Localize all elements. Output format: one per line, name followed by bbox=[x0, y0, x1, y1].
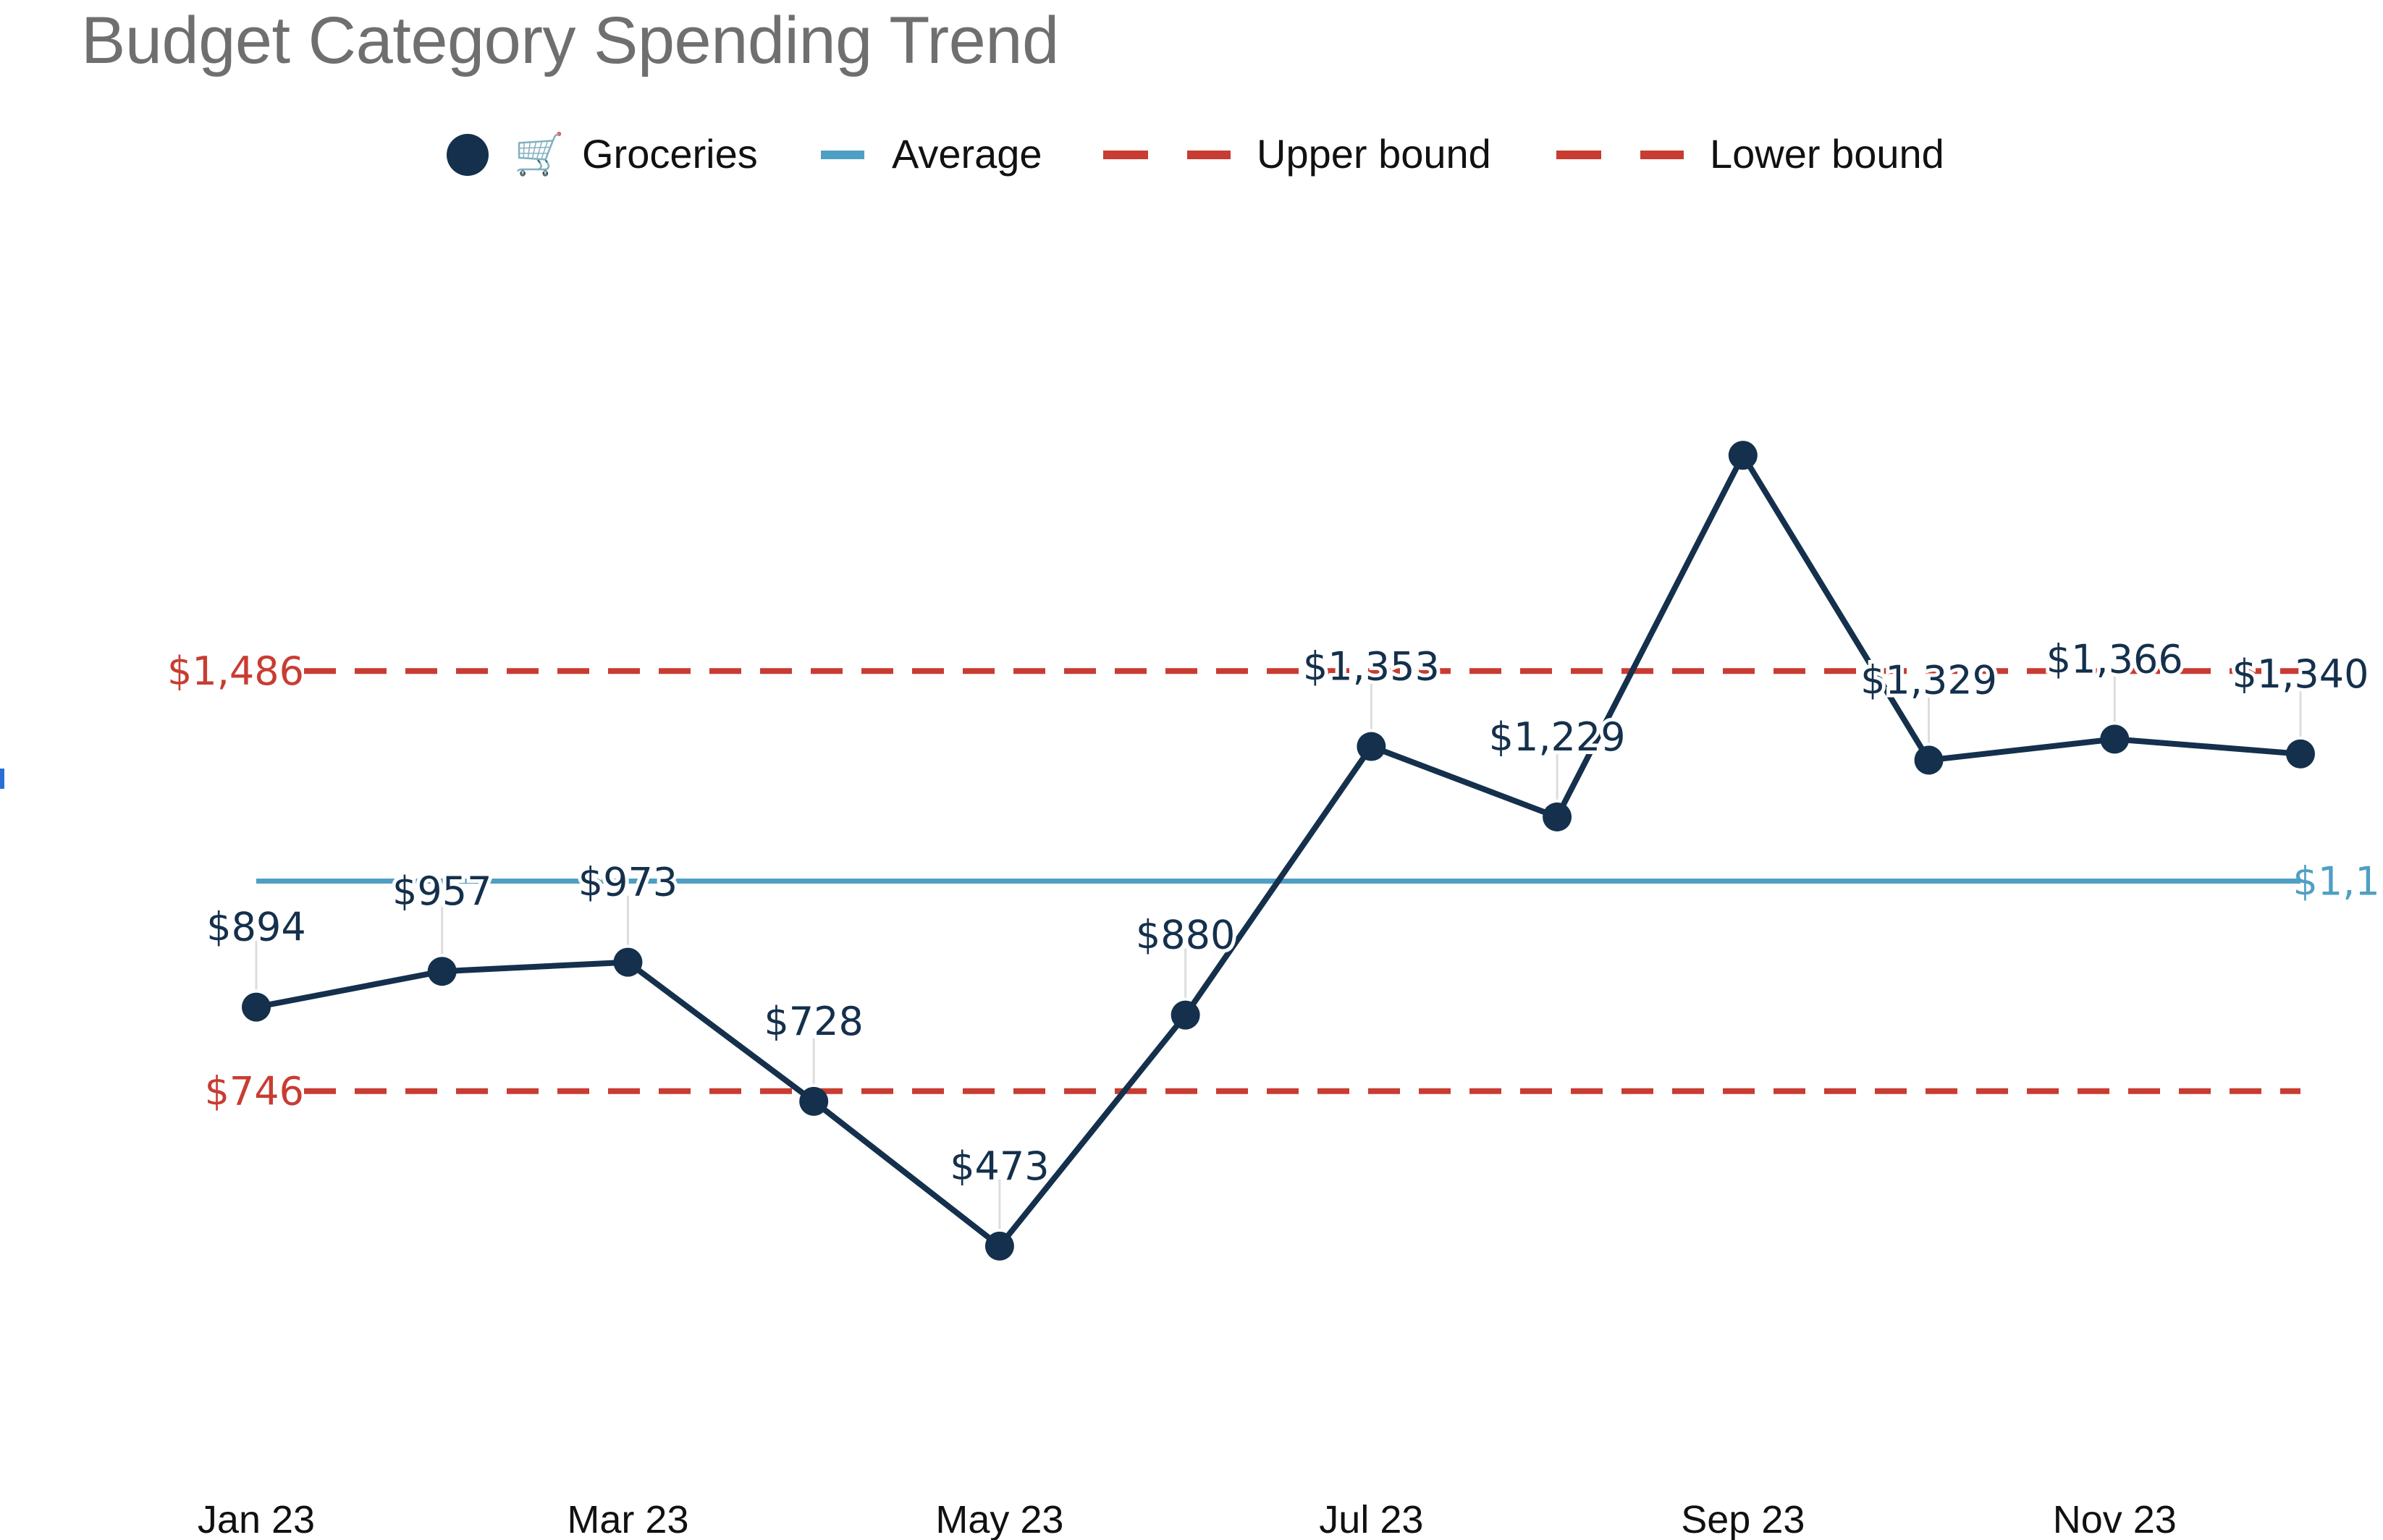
x-tick-sep-23: Sep 23 bbox=[1681, 1498, 1805, 1540]
left-edge-marker bbox=[0, 769, 4, 789]
groceries-point-mar-23 bbox=[613, 947, 643, 977]
x-tick-jul-23: Jul 23 bbox=[1319, 1498, 1423, 1540]
legend-groceries-icon: 🛒 bbox=[514, 131, 565, 178]
label-guides bbox=[255, 672, 2302, 1229]
groceries-point-may-23 bbox=[984, 1231, 1014, 1261]
x-axis: Jan 23 Mar 23 May 23 Jul 23 Sep 23 Nov 23 bbox=[198, 1498, 2177, 1540]
legend-lower-label: Lower bound bbox=[1710, 131, 1944, 177]
lower-bound-value-label: $746 bbox=[205, 1069, 304, 1114]
data-label-nov-23: $1,366 bbox=[2046, 636, 2183, 682]
legend: 🛒 Groceries Average Upper bound Lower bo… bbox=[447, 131, 1944, 178]
x-tick-may-23: May 23 bbox=[935, 1498, 1063, 1540]
legend-upper-label: Upper bound bbox=[1257, 131, 1491, 177]
groceries-series bbox=[242, 441, 2315, 1261]
data-labels: $894 $957 $973 $728 $473 $880 $1,353 $1,229 $1,3… bbox=[203, 632, 2372, 1193]
groceries-point-feb-23 bbox=[427, 957, 457, 986]
upper-bound-value-label: $1,486 bbox=[167, 648, 304, 694]
data-label-feb-23: $957 bbox=[392, 868, 492, 914]
groceries-point-jan-23 bbox=[242, 992, 271, 1022]
groceries-point-sep-23 bbox=[1728, 441, 1758, 470]
x-tick-mar-23: Mar 23 bbox=[567, 1498, 688, 1540]
average-value-label: $1,116 bbox=[2293, 858, 2383, 904]
chart-title: Budget Category Spending Trend bbox=[81, 4, 1059, 77]
data-label-aug-23: $1,229 bbox=[1489, 714, 1626, 760]
reference-lines: $1,116 $1,486 $746 bbox=[167, 648, 2383, 1114]
legend-average-label: Average bbox=[892, 131, 1042, 177]
groceries-point-jun-23 bbox=[1171, 1000, 1200, 1030]
x-tick-jan-23: Jan 23 bbox=[198, 1498, 315, 1540]
legend-groceries-label: Groceries bbox=[582, 131, 758, 177]
groceries-point-apr-23 bbox=[799, 1086, 829, 1116]
x-tick-nov-23: Nov 23 bbox=[2053, 1498, 2177, 1540]
groceries-point-nov-23 bbox=[2100, 724, 2130, 754]
data-label-oct-23: $1,329 bbox=[1860, 657, 1997, 703]
data-label-may-23: $473 bbox=[950, 1143, 1049, 1189]
groceries-point-dec-23 bbox=[2286, 739, 2315, 769]
data-label-jan-23: $894 bbox=[206, 905, 305, 950]
groceries-point-jul-23 bbox=[1357, 732, 1386, 761]
groceries-point-aug-23 bbox=[1543, 802, 1572, 832]
groceries-line bbox=[253, 452, 2303, 1249]
legend-groceries-marker bbox=[447, 134, 489, 176]
data-label-apr-23: $728 bbox=[764, 999, 863, 1044]
data-label-dec-23: $1,340 bbox=[2232, 651, 2369, 697]
data-label-jun-23: $880 bbox=[1136, 913, 1235, 958]
data-label-jul-23: $1,353 bbox=[1303, 644, 1440, 690]
groceries-point-oct-23 bbox=[1914, 745, 1944, 775]
data-label-mar-23: $973 bbox=[578, 860, 678, 905]
